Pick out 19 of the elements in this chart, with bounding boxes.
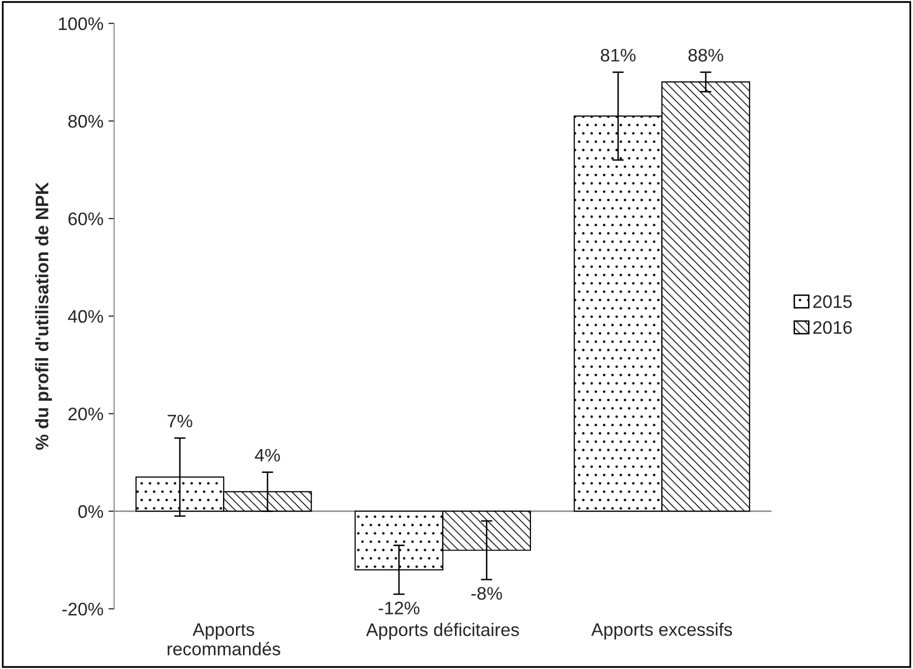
x-tick-label: Apports recommandés (168, 623, 280, 656)
y-tick-label: 100% (58, 17, 104, 30)
y-tick-label: 0% (78, 505, 104, 518)
y-tick-label: 20% (68, 408, 104, 420)
data-label: 4% (254, 448, 280, 462)
y-tick-label: 80% (68, 114, 104, 128)
y-tick-label: -20% (62, 602, 104, 616)
data-label: 7% (168, 414, 192, 428)
data-label: 81% (600, 48, 636, 62)
data-label: 88% (688, 48, 724, 62)
y-tick-label: 40% (68, 310, 104, 323)
x-tick-label: Apports excessifs (591, 622, 732, 640)
y-axis-title: % du profil d'utilisation de NPK (35, 182, 52, 450)
data-label: -8% (471, 587, 502, 600)
legend-label: 2016 (813, 321, 852, 334)
legend-label: 2015 (813, 295, 852, 308)
x-tick-label: Apports déficitaires (366, 622, 519, 640)
y-tick-label: 60% (68, 212, 104, 226)
data-label: -12% (378, 602, 420, 614)
